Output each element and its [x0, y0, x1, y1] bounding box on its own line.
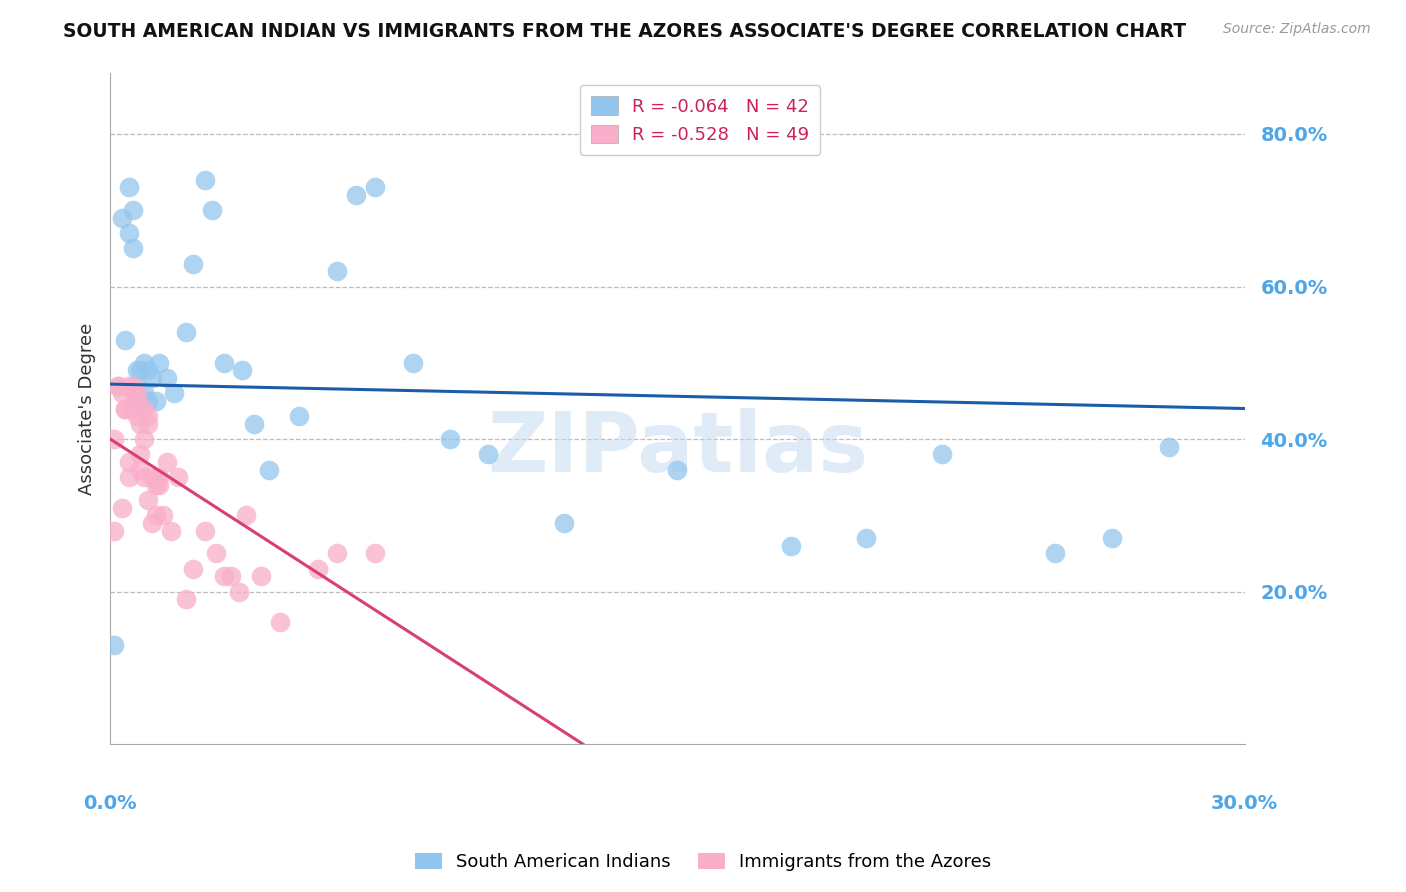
- Point: [118, 470, 141, 484]
- Point: [141, 470, 163, 484]
- Point: [344, 188, 367, 202]
- Point: [167, 470, 190, 484]
- Text: 0.0%: 0.0%: [83, 795, 136, 814]
- Point: [107, 378, 129, 392]
- Point: [156, 371, 179, 385]
- Legend: R = -0.064   N = 42, R = -0.528   N = 49: R = -0.064 N = 42, R = -0.528 N = 49: [579, 86, 820, 154]
- Point: [364, 180, 387, 194]
- Point: [136, 493, 159, 508]
- Point: [114, 401, 136, 416]
- Point: [212, 569, 235, 583]
- Text: SOUTH AMERICAN INDIAN VS IMMIGRANTS FROM THE AZORES ASSOCIATE'S DEGREE CORRELATI: SOUTH AMERICAN INDIAN VS IMMIGRANTS FROM…: [63, 22, 1187, 41]
- Point: [243, 417, 266, 431]
- Point: [134, 401, 156, 416]
- Point: [228, 584, 250, 599]
- Point: [134, 386, 156, 401]
- Point: [125, 409, 148, 424]
- Point: [107, 378, 129, 392]
- Point: [136, 363, 159, 377]
- Point: [855, 531, 877, 545]
- Point: [439, 432, 461, 446]
- Point: [103, 432, 125, 446]
- Point: [174, 325, 197, 339]
- Text: ZIPatlas: ZIPatlas: [486, 409, 868, 490]
- Point: [212, 356, 235, 370]
- Point: [129, 462, 152, 476]
- Point: [121, 401, 143, 416]
- Point: [121, 386, 143, 401]
- Point: [326, 264, 349, 278]
- Point: [148, 477, 170, 491]
- Point: [152, 508, 174, 523]
- Point: [141, 371, 163, 385]
- Point: [145, 393, 167, 408]
- Point: [118, 378, 141, 392]
- Point: [1157, 440, 1180, 454]
- Point: [163, 386, 186, 401]
- Point: [136, 409, 159, 424]
- Point: [134, 432, 156, 446]
- Point: [136, 393, 159, 408]
- Point: [121, 378, 143, 392]
- Point: [141, 516, 163, 530]
- Point: [201, 203, 224, 218]
- Point: [288, 409, 311, 424]
- Point: [125, 386, 148, 401]
- Point: [110, 500, 132, 515]
- Point: [553, 516, 575, 530]
- Point: [110, 211, 132, 225]
- Point: [110, 386, 132, 401]
- Point: [174, 592, 197, 607]
- Point: [183, 562, 205, 576]
- Point: [779, 539, 801, 553]
- Point: [121, 241, 143, 255]
- Point: [129, 417, 152, 431]
- Point: [103, 524, 125, 538]
- Point: [118, 455, 141, 469]
- Point: [159, 524, 181, 538]
- Point: [134, 470, 156, 484]
- Point: [1101, 531, 1123, 545]
- Point: [125, 393, 148, 408]
- Point: [129, 447, 152, 461]
- Point: [114, 401, 136, 416]
- Point: [114, 333, 136, 347]
- Point: [194, 173, 217, 187]
- Point: [145, 508, 167, 523]
- Legend: South American Indians, Immigrants from the Azores: South American Indians, Immigrants from …: [408, 846, 998, 879]
- Point: [364, 546, 387, 560]
- Point: [666, 462, 689, 476]
- Point: [250, 569, 273, 583]
- Point: [125, 363, 148, 377]
- Point: [148, 470, 170, 484]
- Point: [194, 524, 217, 538]
- Point: [205, 546, 228, 560]
- Point: [477, 447, 499, 461]
- Point: [219, 569, 242, 583]
- Point: [931, 447, 953, 461]
- Point: [118, 180, 141, 194]
- Point: [121, 203, 143, 218]
- Point: [257, 462, 280, 476]
- Point: [125, 378, 148, 392]
- Point: [1045, 546, 1067, 560]
- Point: [148, 356, 170, 370]
- Y-axis label: Associate's Degree: Associate's Degree: [79, 322, 96, 495]
- Point: [269, 615, 291, 629]
- Point: [235, 508, 257, 523]
- Point: [145, 477, 167, 491]
- Point: [136, 417, 159, 431]
- Point: [129, 363, 152, 377]
- Point: [156, 455, 179, 469]
- Point: [134, 356, 156, 370]
- Point: [231, 363, 253, 377]
- Point: [401, 356, 423, 370]
- Text: Source: ZipAtlas.com: Source: ZipAtlas.com: [1223, 22, 1371, 37]
- Point: [103, 638, 125, 652]
- Text: 30.0%: 30.0%: [1211, 795, 1278, 814]
- Point: [307, 562, 329, 576]
- Point: [326, 546, 349, 560]
- Point: [118, 226, 141, 240]
- Point: [183, 257, 205, 271]
